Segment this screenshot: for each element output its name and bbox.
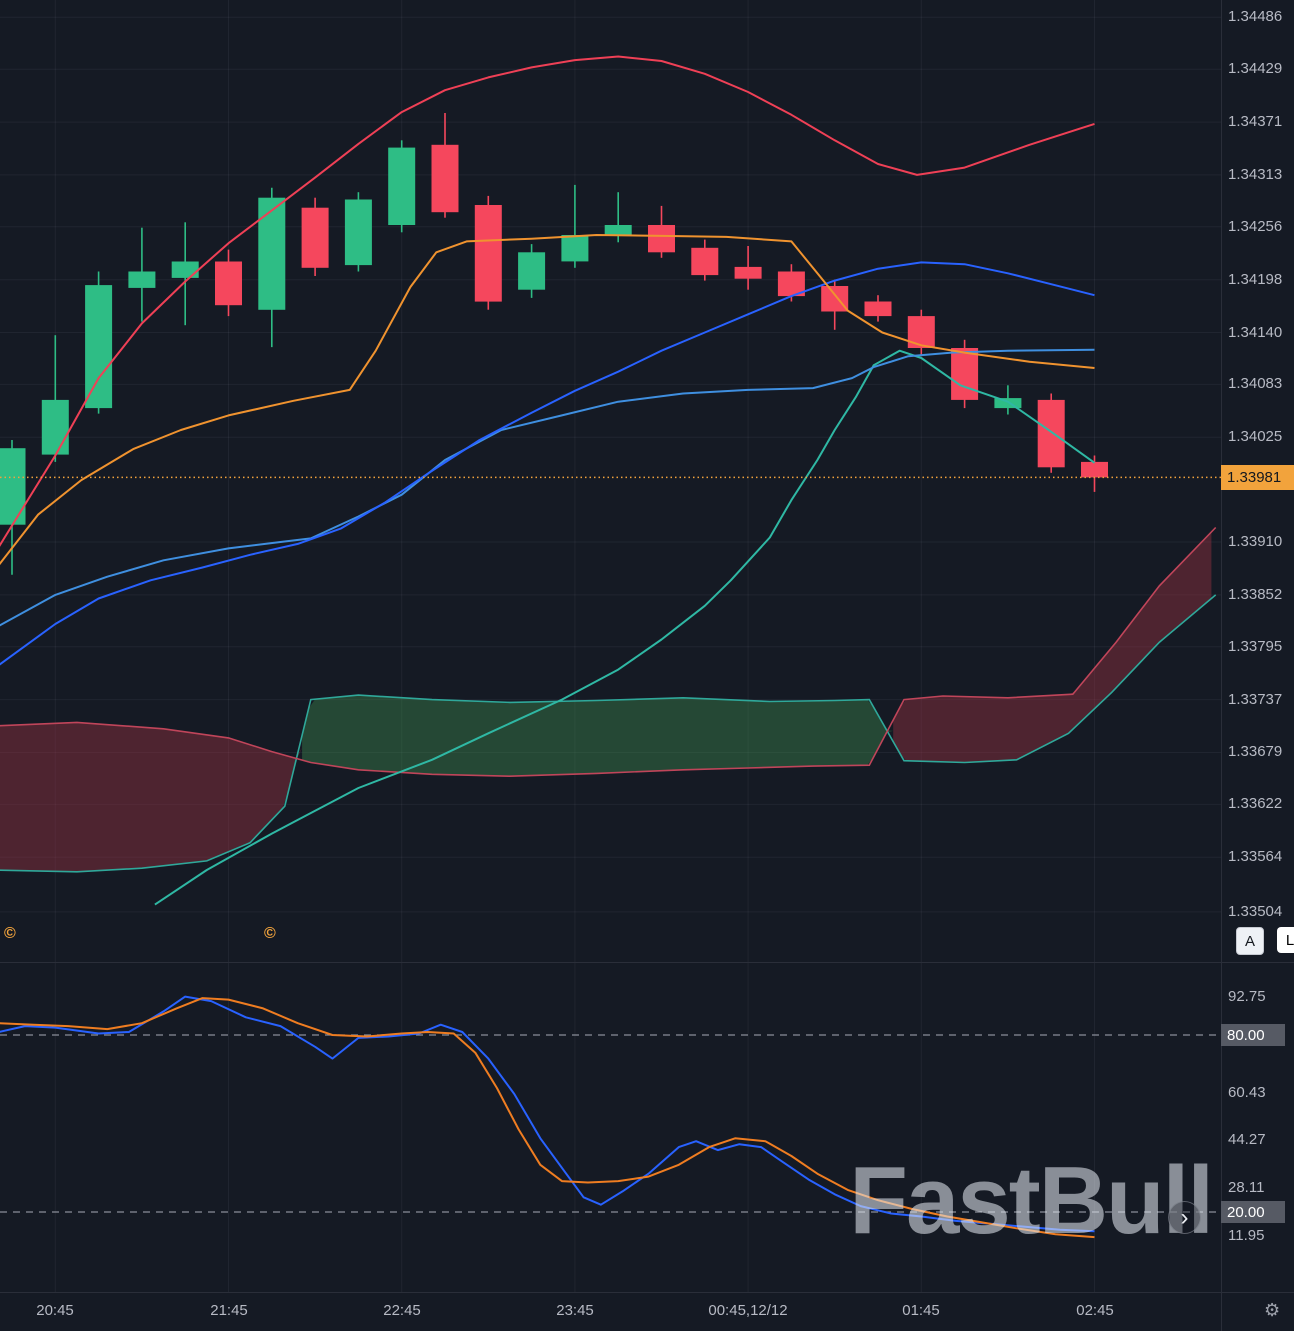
economic-event-marker-icon[interactable]: © — [264, 925, 276, 942]
time-axis-label: 02:45 — [1076, 1302, 1114, 1319]
time-axis-label: 22:45 — [383, 1302, 421, 1319]
current-price-badge: 1.33981 — [1221, 465, 1294, 490]
price-axis-divider — [1221, 0, 1222, 1331]
time-axis-label: 23:45 — [556, 1302, 594, 1319]
time-axis-divider — [0, 1292, 1294, 1293]
price-axis-label: 1.34486 — [1228, 8, 1283, 25]
price-axis-label: 1.34198 — [1228, 271, 1283, 288]
stochastic-axis-label: 44.27 — [1228, 1131, 1266, 1148]
price-axis-label: 1.33852 — [1228, 586, 1283, 603]
time-axis-label: 20:45 — [36, 1302, 74, 1319]
price-axis-label: 1.33622 — [1228, 795, 1283, 812]
stochastic-chart-canvas — [0, 963, 1221, 1292]
economic-event-marker-icon[interactable]: © — [4, 925, 16, 942]
price-axis-label: 1.34083 — [1228, 375, 1283, 392]
price-axis-label: 1.33737 — [1228, 691, 1283, 708]
price-axis-label: 1.33795 — [1228, 638, 1283, 655]
candlestick-chart-canvas — [0, 0, 1221, 962]
time-axis-label: 21:45 — [210, 1302, 248, 1319]
price-axis-label: 1.33679 — [1228, 743, 1283, 760]
price-axis-label: 1.34371 — [1228, 113, 1283, 130]
stochastic-level-badge: 80.00 — [1221, 1024, 1285, 1046]
time-axis[interactable]: 20:45 21:45 22:45 23:45 00:45,12/12 01:45 02:4… — [0, 1292, 1294, 1331]
price-axis-label: 1.34313 — [1228, 166, 1283, 183]
price-axis-label: 1.33564 — [1228, 848, 1283, 865]
price-axis-label: 1.34429 — [1228, 60, 1283, 77]
chevron-right-icon: › — [1180, 1203, 1189, 1231]
stochastic-axis-label: 92.75 — [1228, 988, 1266, 1005]
stochastic-axis-label: 28.11 — [1228, 1179, 1265, 1196]
price-axis-label: 1.33504 — [1228, 903, 1283, 920]
time-axis-label: 00:45,12/12 — [708, 1302, 788, 1319]
pane-divider[interactable] — [0, 962, 1294, 963]
stochastic-axis-label: 60.43 — [1228, 1084, 1266, 1101]
stochastic-pane[interactable] — [0, 963, 1221, 1292]
main-price-pane[interactable] — [0, 0, 1221, 962]
settings-gear-icon[interactable]: ⚙ — [1264, 1300, 1281, 1320]
price-axis-label: 1.34140 — [1228, 324, 1283, 341]
time-axis-label: 01:45 — [902, 1302, 940, 1319]
price-axis-label: 1.33910 — [1228, 533, 1283, 550]
price-axis[interactable]: 1.34486 1.34429 1.34371 1.34313 1.34256 1.341… — [1221, 0, 1294, 1292]
log-scale-button[interactable]: L — [1277, 927, 1294, 953]
auto-scale-button[interactable]: A — [1236, 927, 1264, 955]
price-axis-label: 1.34256 — [1228, 218, 1283, 235]
stochastic-level-badge: 20.00 — [1221, 1201, 1285, 1223]
stochastic-axis-label: 11.95 — [1228, 1227, 1265, 1244]
go-to-realtime-button[interactable]: › — [1168, 1201, 1201, 1234]
price-axis-label: 1.34025 — [1228, 428, 1283, 445]
